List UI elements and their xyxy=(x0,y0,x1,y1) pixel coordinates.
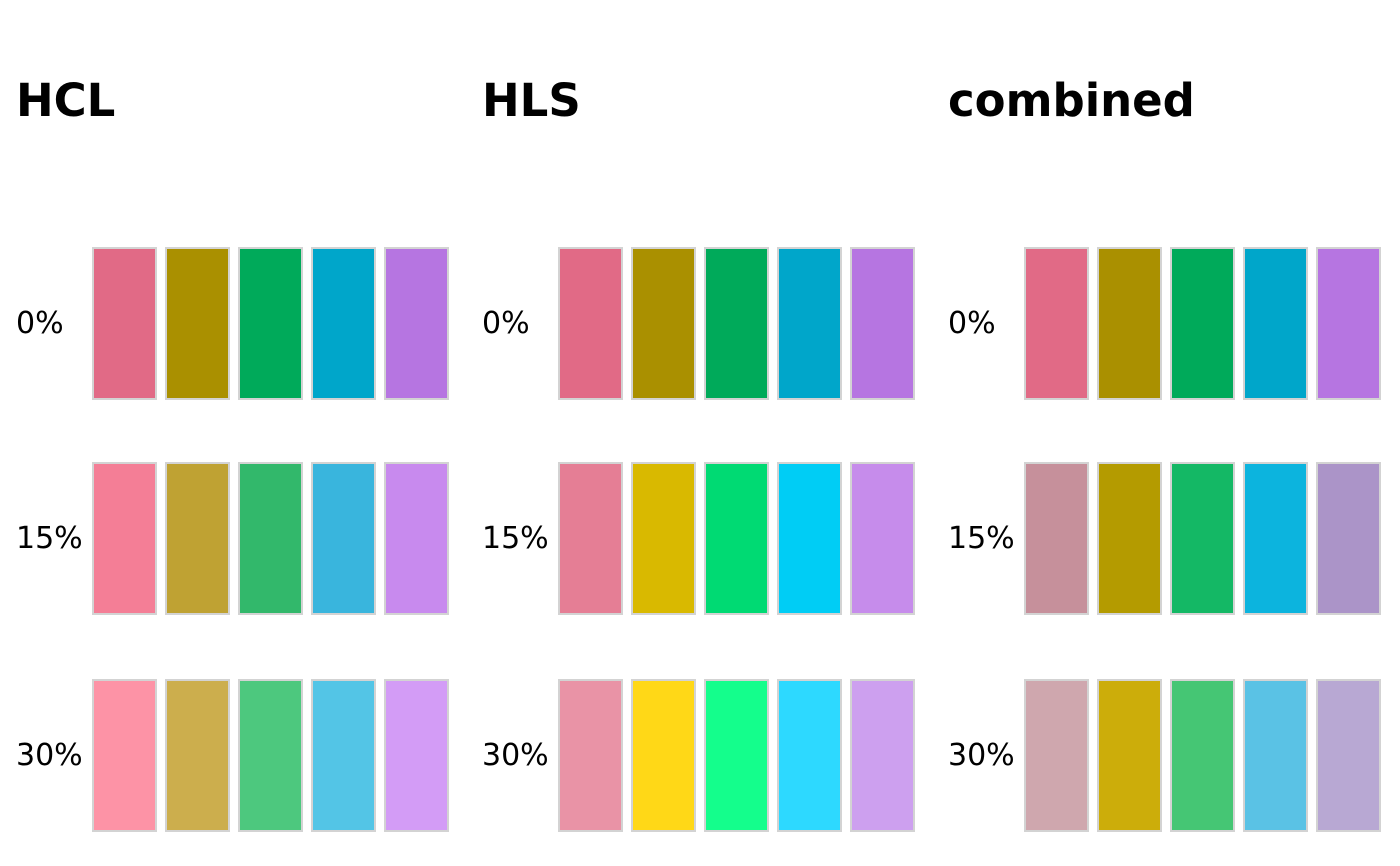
color-swatch xyxy=(384,679,449,832)
swatch-strip xyxy=(558,679,915,832)
palette-row-hcl-15pct: 15% xyxy=(16,462,449,615)
swatch-strip xyxy=(92,462,449,615)
row-label: 15% xyxy=(948,521,1015,556)
color-swatch xyxy=(777,462,842,615)
color-swatch xyxy=(1024,247,1089,400)
color-swatch xyxy=(1243,247,1308,400)
color-swatch xyxy=(558,679,623,832)
palette-row-hls-15pct: 15% xyxy=(482,462,915,615)
swatch-strip xyxy=(558,462,915,615)
color-swatch xyxy=(384,247,449,400)
panel-hcl: HCL 0% 15% 30% xyxy=(0,0,466,866)
swatch-strip xyxy=(92,679,449,832)
swatch-strip xyxy=(1024,462,1381,615)
color-swatch xyxy=(92,679,157,832)
palette-row-combined-15pct: 15% xyxy=(948,462,1381,615)
swatch-strip xyxy=(1024,679,1381,832)
color-swatch xyxy=(631,679,696,832)
color-swatch xyxy=(704,679,769,832)
color-swatch xyxy=(1243,679,1308,832)
color-swatch xyxy=(1024,679,1089,832)
color-swatch xyxy=(631,247,696,400)
color-swatch xyxy=(777,679,842,832)
color-swatch xyxy=(631,462,696,615)
color-swatch xyxy=(92,462,157,615)
color-swatch xyxy=(1170,462,1235,615)
swatch-strip xyxy=(1024,247,1381,400)
swatch-strip xyxy=(558,247,915,400)
color-swatch xyxy=(1316,462,1381,615)
color-swatch xyxy=(1097,679,1162,832)
row-label: 15% xyxy=(482,521,549,556)
row-label: 0% xyxy=(948,306,996,341)
color-swatch xyxy=(850,247,915,400)
palette-row-hcl-0pct: 0% xyxy=(16,247,449,400)
color-swatch xyxy=(558,462,623,615)
palette-row-hcl-30pct: 30% xyxy=(16,679,449,832)
color-swatch xyxy=(238,247,303,400)
color-swatch xyxy=(1170,679,1235,832)
color-swatch xyxy=(1316,247,1381,400)
color-swatch xyxy=(165,247,230,400)
color-swatch xyxy=(311,679,376,832)
row-label: 0% xyxy=(482,306,530,341)
color-swatch xyxy=(850,679,915,832)
color-swatch xyxy=(1170,247,1235,400)
palette-row-combined-30pct: 30% xyxy=(948,679,1381,832)
row-label: 15% xyxy=(16,521,83,556)
palette-row-combined-0pct: 0% xyxy=(948,247,1381,400)
row-label: 30% xyxy=(482,738,549,773)
palette-row-hls-0pct: 0% xyxy=(482,247,915,400)
color-swatch xyxy=(1097,462,1162,615)
color-swatch xyxy=(311,247,376,400)
color-swatch xyxy=(1243,462,1308,615)
palette-row-hls-30pct: 30% xyxy=(482,679,915,832)
color-swatch xyxy=(384,462,449,615)
color-swatch xyxy=(165,462,230,615)
color-swatch xyxy=(704,462,769,615)
color-swatch xyxy=(92,247,157,400)
color-swatch xyxy=(850,462,915,615)
color-swatch xyxy=(1316,679,1381,832)
panel-title-hcl: HCL xyxy=(16,74,116,127)
color-swatch xyxy=(311,462,376,615)
color-swatch xyxy=(558,247,623,400)
color-swatch xyxy=(704,247,769,400)
color-swatch xyxy=(1097,247,1162,400)
color-swatch xyxy=(777,247,842,400)
row-label: 30% xyxy=(16,738,83,773)
color-swatch xyxy=(238,679,303,832)
panel-title-combined: combined xyxy=(948,74,1195,127)
row-label: 0% xyxy=(16,306,64,341)
color-swatch xyxy=(165,679,230,832)
color-swatch xyxy=(1024,462,1089,615)
panel-title-hls: HLS xyxy=(482,74,581,127)
swatch-strip xyxy=(92,247,449,400)
color-swatch xyxy=(238,462,303,615)
panel-combined: combined 0% 15% 30% xyxy=(932,0,1398,866)
panel-hls: HLS 0% 15% 30% xyxy=(466,0,932,866)
row-label: 30% xyxy=(948,738,1015,773)
